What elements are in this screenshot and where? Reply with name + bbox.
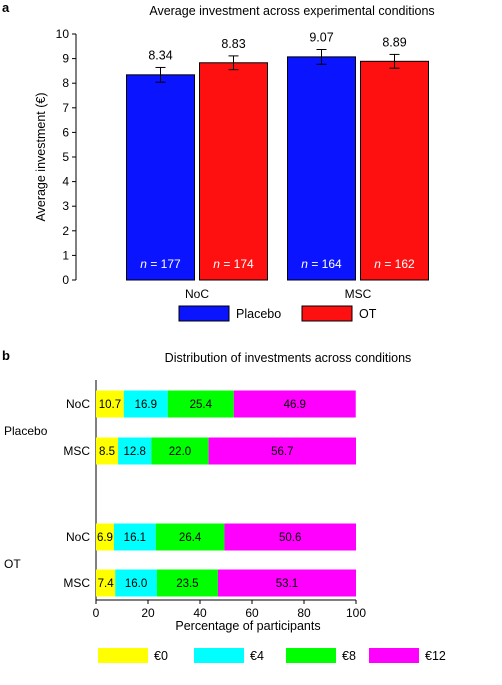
- panel-b-legend-swatch: [98, 648, 148, 663]
- panel-a-value-label: 9.07: [309, 30, 333, 44]
- panel-a-n-label: n = 164: [301, 257, 342, 271]
- panel-a-chart: a Average investment across experimental…: [2, 0, 435, 322]
- panel-b-x-tick-label: 80: [297, 606, 311, 620]
- panel-a-legend-label: OT: [359, 307, 377, 321]
- panel-b-segment: [113, 523, 156, 551]
- panel-a-y-tick-label: 0: [62, 273, 69, 287]
- panel-b-segment: [96, 523, 114, 551]
- panel-b-legend-swatch: [286, 648, 336, 663]
- panel-a-y-tick-label: 2: [62, 224, 69, 238]
- panel-a-category-label: NoC: [185, 287, 209, 301]
- panel-a-n-label: n = 174: [213, 257, 254, 271]
- panel-b-segment-label: 56.7: [271, 446, 293, 458]
- panel-b-segment: [155, 523, 225, 551]
- panel-a-bar: [360, 60, 429, 281]
- panel-b-row-label: NoC: [66, 397, 90, 411]
- panel-b-segment: [118, 437, 152, 465]
- panel-b-x-tick-label: 60: [245, 606, 259, 620]
- panel-b-row-label: MSC: [63, 444, 90, 458]
- panel-a-y-tick-label: 10: [56, 27, 70, 41]
- panel-b-segment: [217, 569, 356, 597]
- panel-b-x-axis-label: Percentage of participants: [175, 619, 320, 633]
- panel-b-segment: [224, 523, 356, 551]
- panel-a-y-tick-label: 7: [62, 101, 69, 115]
- panel-b-segment: [96, 437, 119, 465]
- panel-a-bar: [287, 56, 356, 281]
- panel-b-segment-label: 8.5: [99, 446, 115, 458]
- panel-b-segment-label: 16.1: [124, 532, 146, 544]
- panel-b-segment-label: 12.8: [124, 446, 146, 458]
- panel-b-segment-label: 16.9: [135, 399, 157, 411]
- panel-b-segment-label: 46.9: [284, 399, 306, 411]
- panel-a-legend-swatch: [301, 305, 353, 322]
- panel-a-category-label: MSC: [345, 287, 372, 301]
- panel-b-segment: [233, 390, 356, 418]
- panel-b-x-tick-label: 0: [93, 606, 100, 620]
- panel-b-letter: b: [2, 348, 10, 363]
- panel-a-value-label: 8.89: [382, 35, 406, 49]
- panel-b-row-label: NoC: [66, 530, 90, 544]
- panel-a-y-axis-label: Average investment (€): [34, 93, 48, 222]
- panel-b-legend: €0 €4 €8 €12: [98, 648, 446, 663]
- panel-b-segment: [151, 437, 209, 465]
- panel-b-segment-label: 26.4: [179, 532, 202, 544]
- panel-a-y-tick-label: 4: [62, 175, 69, 189]
- panel-a-legend-swatch: [178, 305, 230, 322]
- panel-a-letter: a: [2, 0, 10, 15]
- panel-a-title: Average investment across experimental c…: [149, 4, 434, 18]
- panel-b-chart: b Distribution of investments across con…: [2, 348, 446, 663]
- panel-b-segment-label: 10.7: [99, 399, 121, 411]
- panel-a-bar: [126, 74, 195, 281]
- panel-a-y-tick-label: 6: [62, 125, 69, 139]
- panel-b-segment: [167, 390, 234, 418]
- panel-b-x-tick-label: 100: [346, 606, 366, 620]
- panel-b-segment-label: 22.0: [169, 446, 191, 458]
- panel-a-n-label: n = 162: [374, 257, 415, 271]
- panel-b-legend-label: €12: [425, 649, 446, 663]
- panel-b-legend-swatch: [369, 648, 419, 663]
- panel-a-y-tick-label: 9: [62, 52, 69, 66]
- panel-a-bar: [199, 62, 268, 281]
- panel-a-y-tick-label: 3: [62, 199, 69, 213]
- panel-a-value-label: 8.34: [148, 48, 172, 62]
- panel-b-legend-label: €8: [342, 649, 356, 663]
- panel-b-group-label: OT: [4, 557, 21, 571]
- panel-b-x-tick-label: 20: [141, 606, 155, 620]
- panel-a-n-label: n = 177: [140, 257, 181, 271]
- panel-b-row-label: MSC: [63, 576, 90, 590]
- panel-b-segment-label: 23.5: [176, 578, 198, 590]
- panel-b-legend-label: €0: [154, 649, 168, 663]
- panel-a-value-label: 8.83: [221, 37, 245, 51]
- panel-b-segment-label: 25.4: [190, 399, 213, 411]
- panel-b-x-tick-label: 40: [193, 606, 207, 620]
- panel-b-legend-swatch: [194, 648, 244, 663]
- panel-b-segment-label: 16.0: [125, 578, 147, 590]
- panel-a-y-tick-label: 8: [62, 76, 69, 90]
- panel-b-segment: [96, 390, 124, 418]
- panel-a-y-tick-label: 1: [62, 248, 69, 262]
- panel-b-segment-label: 53.1: [276, 578, 298, 590]
- panel-b-segment-label: 6.9: [97, 532, 113, 544]
- panel-b-segment: [96, 569, 116, 597]
- panel-a-y-tick-label: 5: [62, 150, 69, 164]
- panel-b-legend-label: €4: [250, 649, 264, 663]
- panel-b-segment: [115, 569, 157, 597]
- panel-b-segment-label: 50.6: [279, 532, 301, 544]
- panel-a-legend-label: Placebo: [236, 307, 281, 321]
- panel-b-title: Distribution of investments across condi…: [165, 351, 412, 365]
- panel-a-legend: Placebo OT: [178, 305, 377, 322]
- panel-b-segment: [156, 569, 218, 597]
- panel-b-segment-label: 7.4: [98, 578, 115, 590]
- panel-b-segment: [123, 390, 168, 418]
- panel-b-group-label: Placebo: [4, 424, 48, 438]
- panel-b-segment: [208, 437, 356, 465]
